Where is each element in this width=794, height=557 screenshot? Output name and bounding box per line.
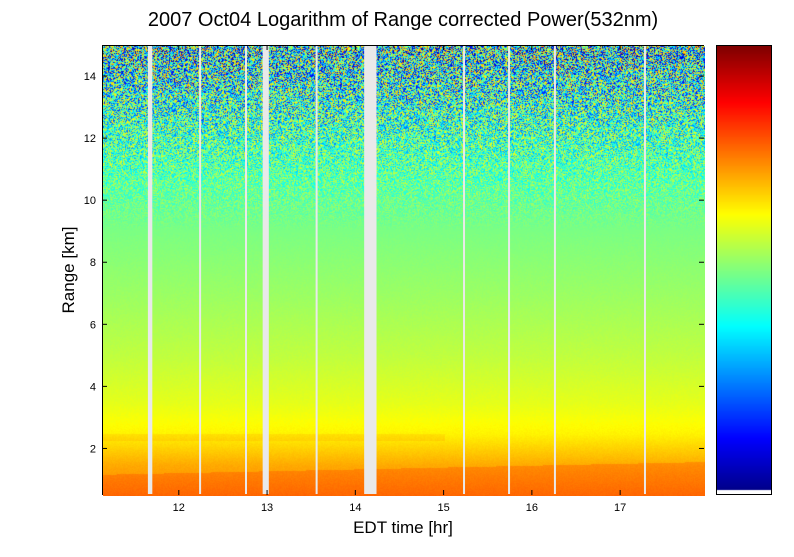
data-gap-2 (244, 46, 247, 494)
data-gap-1 (199, 46, 202, 494)
x-tick-label: 16 (526, 502, 538, 514)
x-tick-label: 15 (437, 502, 449, 514)
data-gap-3 (262, 46, 269, 494)
y-axis-label: Range [km] (59, 227, 78, 314)
y-tick-label: 6 (90, 319, 96, 331)
x-tick-label: 13 (261, 502, 273, 514)
x-tick-label: 14 (349, 502, 361, 514)
data-gap-7 (508, 46, 511, 494)
data-gap-9 (643, 46, 646, 494)
y-tick-label: 14 (84, 71, 96, 83)
y-tick-label: 12 (84, 133, 96, 145)
y-tick-label: 8 (90, 257, 96, 269)
x-axis-label: EDT time [hr] (353, 518, 453, 537)
data-gap-0 (147, 46, 153, 494)
y-tick-label: 10 (84, 195, 96, 207)
data-gap-5 (364, 46, 377, 494)
x-tick-label: 12 (173, 502, 185, 514)
y-tick-label: 2 (90, 443, 96, 455)
plot-area (102, 45, 705, 496)
data-gap-4 (315, 46, 318, 494)
data-gap-6 (463, 46, 466, 494)
data-gap-8 (553, 46, 556, 494)
x-tick-label: 17 (614, 502, 626, 514)
y-tick-label: 4 (90, 381, 96, 393)
chart-title: 2007 Oct04 Logarithm of Range corrected … (147, 9, 659, 31)
heatmap-image (103, 46, 705, 496)
colorbar (716, 45, 772, 495)
